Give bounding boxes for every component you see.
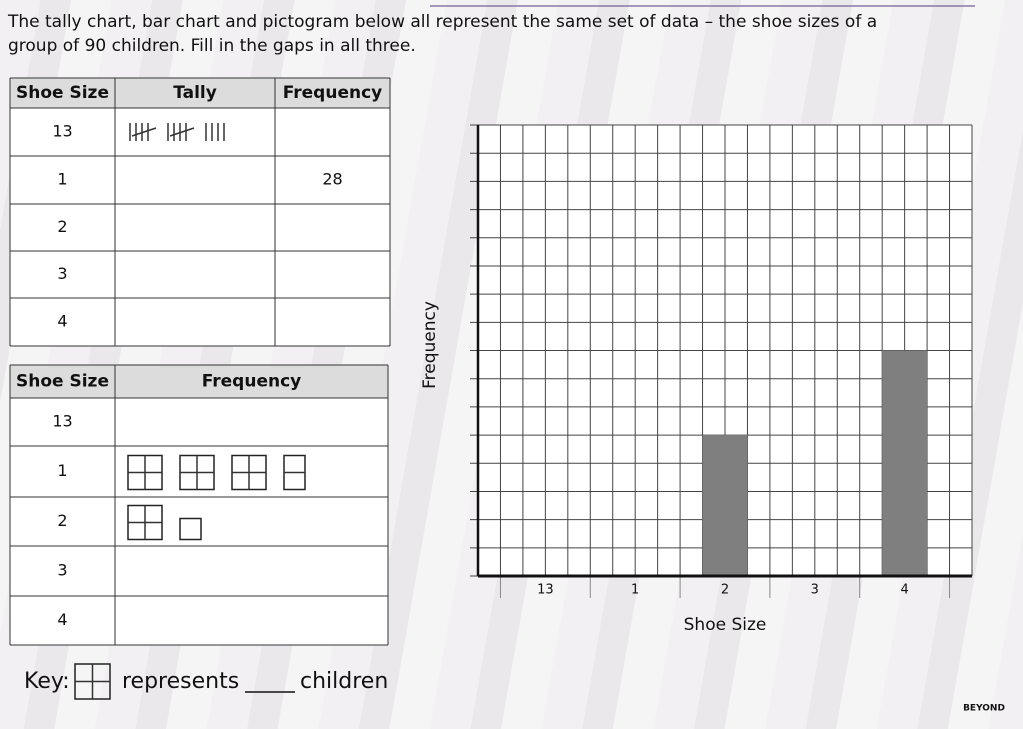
brand: BEYOND [963,704,1005,714]
table-body-bg [10,108,390,346]
pictogram-symbol [283,454,306,491]
column-header: Shoe Size [16,372,109,392]
table-header-bg [10,78,390,108]
shoe-size: 4 [57,312,67,331]
shoe-size: 1 [57,170,67,189]
y-axis-label: Frequency [420,301,440,389]
key-text: children [300,669,388,694]
pictogram-symbol [179,517,202,541]
column-header: Frequency [202,372,302,392]
shoe-size: 3 [57,264,67,283]
bar [882,350,928,576]
x-axis-label: Shoe Size [684,615,767,635]
pictogram-symbol [74,663,111,700]
pictogram-symbol [127,504,163,541]
x-tick-label: 13 [537,583,554,598]
shoe-size: 13 [52,122,72,141]
tally-cross [131,127,157,137]
symbol-quarter [179,517,202,541]
pictogram-symbol [127,454,163,491]
table-header-bg [10,365,388,398]
shoe-size: 4 [57,610,67,629]
column-header: Frequency [283,83,383,103]
pictogram-symbol [179,454,215,491]
tally-marks [129,123,225,141]
shoe-size: 13 [52,412,72,431]
x-tick-label: 2 [721,583,729,598]
key-text: represents [122,669,239,694]
intro-line: group of 90 children. Fill in the gaps i… [8,36,416,56]
key-label: Key: [24,669,70,694]
column-header: Tally [173,83,217,103]
shoe-size: 2 [57,217,67,236]
frequency: 28 [322,170,342,189]
tally-cross [169,127,195,137]
column-header: Shoe Size [16,83,109,103]
shoe-size: 2 [57,511,67,530]
shoe-size: 1 [57,461,67,480]
x-tick-label: 1 [631,583,639,598]
shoe-size: 3 [57,561,67,580]
x-tick-label: 3 [811,583,819,598]
bar [702,435,748,576]
table-body-bg [10,398,388,645]
x-tick-label: 4 [900,583,908,598]
intro-line: The tally chart, bar chart and pictogram… [7,12,877,32]
pictogram-symbol [231,454,267,491]
